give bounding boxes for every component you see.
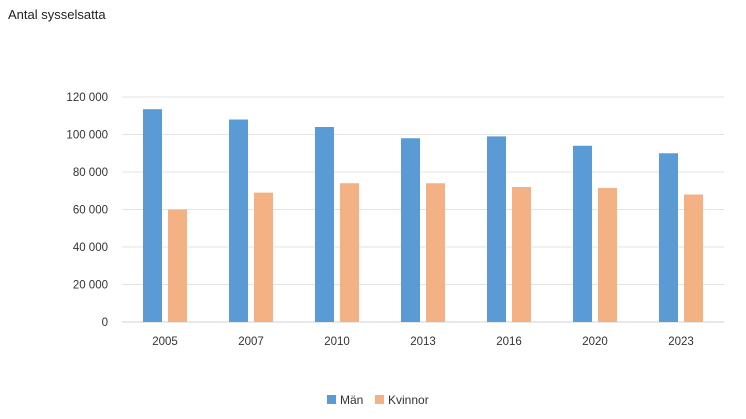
gridlines xyxy=(122,96,724,323)
bar-män-2007 xyxy=(229,119,248,322)
x-tick-label: 2010 xyxy=(324,336,350,348)
x-tick-label: 2007 xyxy=(238,336,264,348)
bar-kvinnor-2010 xyxy=(340,183,359,322)
bar-män-2005 xyxy=(143,109,162,322)
y-tick-label: 100 000 xyxy=(66,130,108,142)
y-tick-label: 20 000 xyxy=(73,280,108,292)
y-tick-label: 40 000 xyxy=(73,242,108,254)
x-tick-label: 2023 xyxy=(668,336,694,348)
bar-kvinnor-2005 xyxy=(168,209,187,322)
bar-män-2016 xyxy=(487,136,506,322)
bar-kvinnor-2016 xyxy=(512,187,531,322)
bar-kvinnor-2007 xyxy=(254,192,273,322)
y-tick-label: 0 xyxy=(102,317,108,329)
y-tick-label: 60 000 xyxy=(73,205,108,217)
x-tick-label: 2013 xyxy=(410,336,436,348)
legend-label-män: Män xyxy=(340,393,363,407)
bar-kvinnor-2023 xyxy=(684,194,703,322)
bar-kvinnor-2020 xyxy=(598,187,617,322)
y-tick-label: 120 000 xyxy=(66,92,108,104)
legend-swatch-män xyxy=(327,395,336,404)
x-tick-label: 2016 xyxy=(496,336,522,348)
legend-label-kvinnor: Kvinnor xyxy=(388,393,429,407)
bar-män-2020 xyxy=(573,145,592,322)
y-tick-labels: 0 20 000 40 000 60 000 80 000 100 000 120 000 xyxy=(66,92,108,329)
legend-swatch-kvinnor xyxy=(375,395,384,404)
x-tick-labels: 2005 2007 2010 2013 2016 2020 2023 xyxy=(152,336,694,348)
y-tick-label: 80 000 xyxy=(73,167,108,179)
x-tick-label: 2005 xyxy=(152,336,178,348)
bar-kvinnor-2013 xyxy=(426,183,445,322)
bar-män-2010 xyxy=(315,127,334,322)
bars xyxy=(143,109,703,322)
x-tick-label: 2020 xyxy=(582,336,608,348)
bar-män-2013 xyxy=(401,138,420,322)
bar-män-2023 xyxy=(659,153,678,322)
legend: Män Kvinnor xyxy=(327,393,429,407)
y-axis-title: Antal sysselsatta xyxy=(8,7,106,22)
